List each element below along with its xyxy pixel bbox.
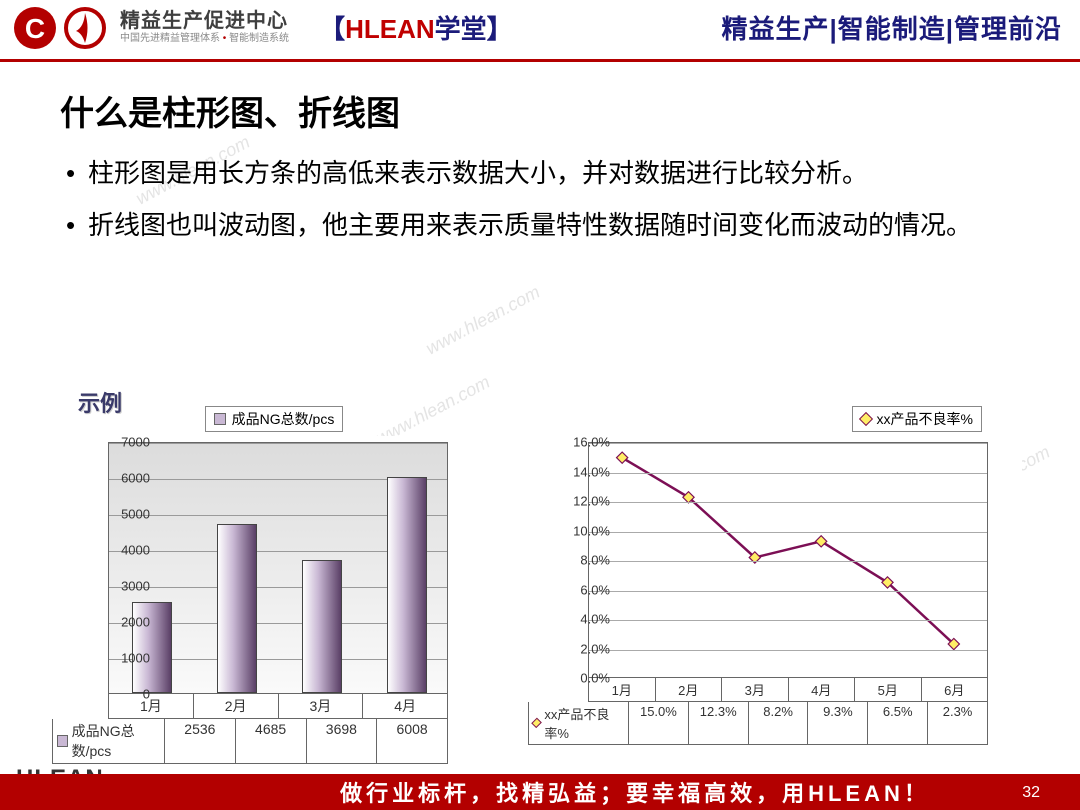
line-xlabel: 4月: [788, 678, 855, 701]
bracket-r: 】: [487, 14, 513, 44]
bar-ytick: 2000: [121, 615, 150, 630]
watermark: www.hlean.com: [422, 282, 543, 360]
line-value-cell: 6.5%: [867, 702, 927, 744]
line-ytick: 10.0%: [573, 523, 610, 538]
bar-row-swatch: [57, 735, 68, 747]
bar-ytick: 0: [143, 687, 150, 702]
slide-title: 什么是柱形图、折线图: [60, 86, 1020, 135]
bullet-list: 柱形图是用长方条的高低来表示数据大小，并对数据进行比较分析。 折线图也叫波动图，…: [60, 155, 1020, 244]
logo-ring-icon: [62, 5, 108, 51]
logo-cluster: C 精益生产促进中心 中国先进精益管理体系 • 智能制造系统: [12, 5, 289, 51]
line-ytick: 4.0%: [580, 612, 610, 627]
line-legend-marker: [858, 412, 872, 426]
line-row-marker: [531, 718, 542, 729]
bar: [302, 560, 342, 693]
line-data-row: xx产品不良率% 15.0%12.3%8.2%9.3%6.5%2.3%: [528, 702, 988, 745]
bar: [387, 477, 427, 693]
content: 什么是柱形图、折线图 柱形图是用长方条的高低来表示数据大小，并对数据进行比较分析…: [0, 62, 1080, 244]
svg-text:C: C: [25, 13, 45, 44]
line-xlabel: 3月: [721, 678, 788, 701]
brand-block: 精益生产促进中心 中国先进精益管理体系 • 智能制造系统: [120, 10, 289, 45]
bar-xlabel: 2月: [193, 694, 278, 718]
brand-name: 精益生产促进中心: [120, 10, 289, 33]
bar-value-cell: 4685: [235, 719, 306, 763]
line-legend: xx产品不良率%: [852, 406, 982, 432]
school-rest: 学堂: [435, 14, 487, 44]
brand-sub-a: 中国先进精益管理体系: [120, 33, 220, 44]
bar-ytick: 5000: [121, 507, 150, 522]
bar-value-cell: 2536: [165, 719, 235, 763]
header: C 精益生产促进中心 中国先进精益管理体系 • 智能制造系统 【HLEAN学堂】…: [0, 0, 1080, 62]
line-value-cell: 12.3%: [688, 702, 748, 744]
line-ytick: 14.0%: [573, 464, 610, 479]
bracket-l: 【: [319, 14, 345, 44]
line-value-cell: 15.0%: [629, 702, 688, 744]
line-row-header: xx产品不良率%: [529, 702, 629, 744]
footer-bar: 做行业标杆，找精弘益；要幸福高效，用HLEAN！: [0, 774, 1080, 810]
line-xlabel: 2月: [655, 678, 722, 701]
bar-ytick: 3000: [121, 579, 150, 594]
line-xlabels: 1月2月3月4月5月6月: [588, 678, 988, 702]
line-xlabel: 6月: [921, 678, 988, 701]
line-chart: xx产品不良率% 0.0% 2.0% 4.0% 6.0% 8.0% 10.0% 12.0% 1…: [522, 406, 1022, 764]
header-center: 【HLEAN学堂】: [289, 9, 721, 46]
bar-legend: 成品NG总数/pcs: [205, 406, 344, 432]
logo-c-icon: C: [12, 5, 58, 51]
line-ytick: 8.0%: [580, 553, 610, 568]
bullet-item: 折线图也叫波动图，他主要用来表示质量特性数据随时间变化而波动的情况。: [60, 207, 1020, 245]
header-right: 精益生产|智能制造|管理前沿: [721, 9, 1062, 46]
line-value-cell: 9.3%: [807, 702, 867, 744]
line-value-cell: 8.2%: [748, 702, 808, 744]
bar-xlabel: 1月: [109, 694, 193, 718]
line-row-header-text: xx产品不良率%: [544, 704, 624, 742]
line-ytick: 0.0%: [580, 671, 610, 686]
page-number: 32: [1022, 784, 1040, 802]
bar-ytick: 4000: [121, 543, 150, 558]
bar-xlabel: 3月: [278, 694, 363, 718]
bar-row-header: 成品NG总数/pcs: [53, 719, 165, 763]
footer-slogan: 做行业标杆，找精弘益；要幸福高效，用HLEAN！: [190, 774, 1080, 810]
bar-chart: 成品NG总数/pcs 0 1000 2000 3000 4000 5000 6000 7000…: [46, 406, 502, 764]
charts-row: 成品NG总数/pcs 0 1000 2000 3000 4000 5000 6000 7000…: [0, 406, 1068, 764]
line-ytick: 12.0%: [573, 494, 610, 509]
bar-row-header-text: 成品NG总数/pcs: [72, 721, 160, 761]
bar-ytick: 7000: [121, 435, 150, 450]
bar-value-cell: 6008: [376, 719, 447, 763]
bar-plot: [108, 442, 448, 694]
bar-legend-swatch: [214, 413, 226, 425]
bar-xlabels: 1月2月3月4月: [108, 694, 448, 719]
line-ytick: 16.0%: [573, 435, 610, 450]
brand-subtitle: 中国先进精益管理体系 • 智能制造系统: [120, 33, 289, 45]
line-xlabel: 5月: [854, 678, 921, 701]
hlean-red: HLEAN: [345, 14, 435, 44]
bar-data-row: 成品NG总数/pcs 2536468536986008: [52, 719, 448, 764]
line-legend-label: xx产品不良率%: [877, 409, 973, 429]
bar-ytick: 1000: [121, 651, 150, 666]
bullet-item: 柱形图是用长方条的高低来表示数据大小，并对数据进行比较分析。: [60, 155, 1020, 193]
bar-ytick: 6000: [121, 471, 150, 486]
bar: [217, 524, 257, 693]
line-value-cell: 2.3%: [927, 702, 987, 744]
brand-sub-b: 智能制造系统: [229, 33, 289, 44]
bar-legend-label: 成品NG总数/pcs: [232, 409, 335, 429]
bar-value-cell: 3698: [306, 719, 377, 763]
bar-xlabel: 4月: [362, 694, 447, 718]
line-ytick: 6.0%: [580, 582, 610, 597]
line-plot: [588, 442, 988, 678]
line-ytick: 2.0%: [580, 641, 610, 656]
